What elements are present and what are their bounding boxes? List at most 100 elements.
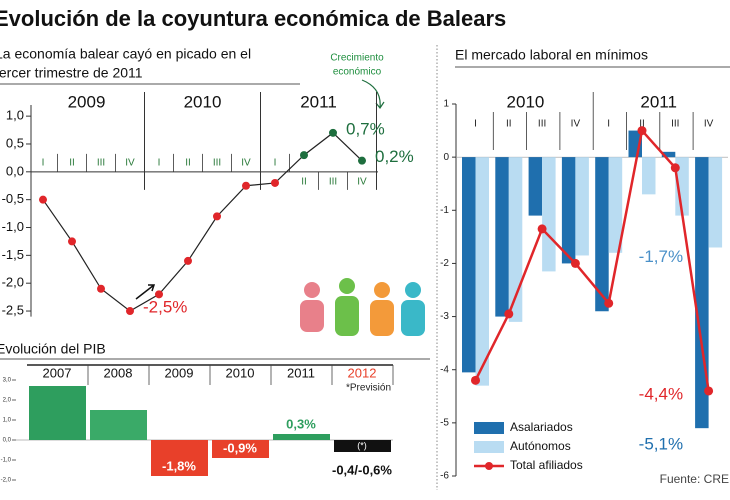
year-label: 2011 [300, 92, 337, 111]
point [155, 290, 163, 299]
y-tick-label: -2,0 [2, 275, 24, 290]
legend-label: Autónomos [510, 439, 571, 453]
line [474, 127, 710, 392]
quarter-label: I [607, 119, 610, 130]
chart-title: Evolución del PIB [0, 341, 106, 357]
x-tick-label: 2012 [348, 365, 377, 380]
people-icons [300, 278, 425, 336]
bar [151, 440, 208, 476]
x-tick-label: 2008 [104, 365, 133, 380]
quarter-label: II [69, 157, 75, 168]
year-label: 2011 [640, 92, 677, 111]
quarter-label: IV [241, 157, 251, 168]
legend-swatch [485, 462, 493, 470]
quarter-label: IV [704, 119, 714, 130]
point [537, 224, 547, 234]
bar [29, 386, 86, 440]
x-tick-label: 2011 [287, 365, 315, 380]
chart-subtitle: La economía balear cayó en picado en el [0, 46, 251, 62]
bar [595, 157, 609, 312]
value-label: 0,7% [346, 119, 385, 138]
quarter-label: II [639, 119, 645, 130]
y-tick-label: 3,0 [3, 378, 12, 384]
bar [273, 434, 330, 440]
point [126, 307, 134, 316]
value-label: 0,2% [375, 147, 414, 166]
value-label: -4,4% [639, 384, 683, 403]
point [504, 309, 514, 319]
forecast-label: -0,4/-0,6% [332, 462, 392, 477]
quarter-label: III [538, 119, 546, 130]
y-tick-label: -1 [440, 205, 449, 216]
y-tick-label: -0,5 [2, 191, 24, 206]
year-label: 2010 [507, 92, 545, 111]
value-label: -2,5% [143, 298, 187, 317]
trend-arrow [135, 284, 156, 300]
value-label: -5,1% [639, 435, 683, 454]
y-tick-label: -4 [440, 364, 449, 375]
point [271, 178, 279, 187]
point [97, 284, 105, 293]
legend-swatch [474, 441, 504, 453]
value-label: -1,8% [162, 458, 196, 473]
forecast-bar [334, 440, 391, 452]
quarter-label: III [213, 157, 221, 168]
bar [675, 157, 689, 216]
forecast-note: *Previsión [346, 383, 391, 394]
annotation: Crecimiento [330, 53, 384, 64]
point [704, 386, 714, 396]
line [42, 132, 363, 312]
quarter-label: II [301, 176, 307, 187]
quarter-label: III [329, 176, 337, 187]
y-tick-label: 2,0 [3, 398, 12, 404]
bar [495, 157, 509, 317]
x-tick-label: 2007 [43, 365, 72, 380]
quarter-label: I [42, 157, 45, 168]
quarter-label: I [474, 119, 477, 130]
point [637, 126, 647, 136]
point [471, 375, 480, 385]
y-tick-label: 0 [443, 152, 449, 163]
y-tick-label: -2,0 [1, 478, 12, 484]
bar [661, 151, 676, 158]
bar [528, 157, 543, 216]
quarter-label: I [158, 157, 161, 168]
chart-subtitle: tercer trimestre de 2011 [0, 65, 143, 81]
point [242, 181, 250, 190]
page-title: Evolución de la coyuntura económica de B… [0, 6, 506, 31]
chart-title: El mercado laboral en mínimos [455, 47, 648, 63]
point [68, 237, 76, 246]
quarter-label: III [97, 157, 105, 168]
quarter-label: II [185, 157, 191, 168]
annotation-arrow [361, 79, 385, 110]
legend-label: Total afiliados [510, 458, 583, 472]
legend-label: Asalariados [510, 420, 573, 434]
year-label: 2009 [68, 92, 106, 111]
value-label: -1,7% [639, 247, 683, 266]
y-tick-label: 0,5 [6, 135, 24, 150]
quarter-label: III [671, 119, 679, 130]
y-tick-label: -1,0 [2, 219, 24, 234]
quarter-label: II [506, 119, 512, 130]
bar [575, 157, 589, 256]
y-tick-label: -2 [440, 258, 449, 269]
bar [508, 157, 523, 322]
x-tick-label: 2010 [226, 365, 255, 380]
point [213, 212, 221, 221]
y-tick-label: -3 [440, 311, 449, 322]
value-label: -0,9% [223, 440, 257, 455]
source: Fuente: CRE [660, 472, 729, 486]
point [39, 195, 47, 204]
y-tick-label: 1,0 [3, 418, 12, 424]
y-tick-label: 1 [443, 99, 449, 110]
quarter-label: IV [571, 119, 581, 130]
bar [90, 410, 147, 440]
y-tick-label: -6 [440, 471, 449, 482]
bar [708, 157, 723, 248]
point [300, 151, 308, 160]
bar [642, 157, 656, 195]
annotation: económico [333, 67, 382, 78]
y-tick-label: -5 [440, 417, 449, 428]
bar [608, 157, 623, 253]
